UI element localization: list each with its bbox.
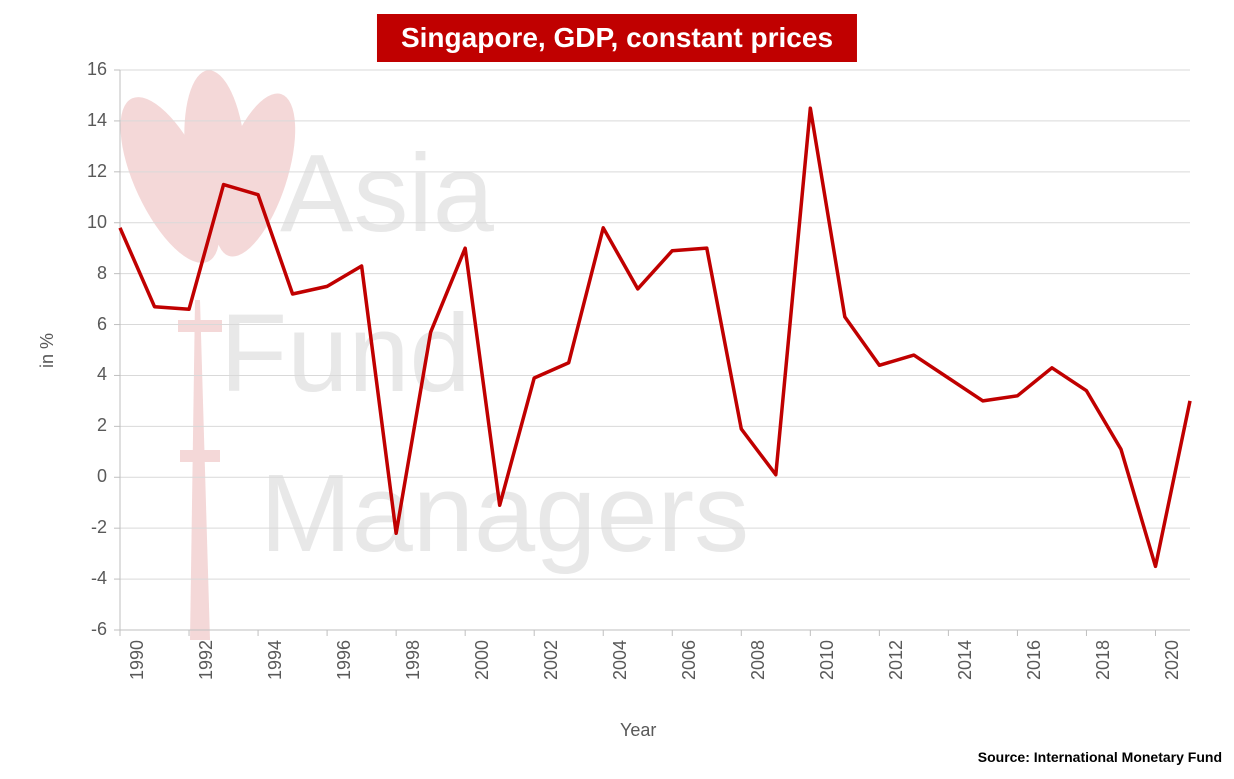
- x-tick-label: 1990: [127, 640, 148, 690]
- x-tick-label: 2020: [1162, 640, 1183, 690]
- y-tick-label: 2: [65, 415, 107, 436]
- x-tick-label: 2006: [679, 640, 700, 690]
- y-tick-label: 12: [65, 161, 107, 182]
- x-tick-label: 1996: [334, 640, 355, 690]
- x-tick-label: 2018: [1093, 640, 1114, 690]
- y-tick-label: 16: [65, 59, 107, 80]
- x-tick-label: 1992: [196, 640, 217, 690]
- x-tick-label: 1998: [403, 640, 424, 690]
- y-tick-label: 8: [65, 263, 107, 284]
- x-tick-label: 2010: [817, 640, 838, 690]
- x-tick-label: 2000: [472, 640, 493, 690]
- y-tick-label: 6: [65, 314, 107, 335]
- y-tick-label: 4: [65, 364, 107, 385]
- x-axis-label: Year: [620, 720, 656, 741]
- x-tick-label: 2014: [955, 640, 976, 690]
- y-axis-label: in %: [37, 333, 58, 368]
- y-tick-label: 10: [65, 212, 107, 233]
- y-tick-label: 14: [65, 110, 107, 131]
- x-tick-label: 2008: [748, 640, 769, 690]
- chart-title: Singapore, GDP, constant prices: [377, 14, 857, 62]
- y-tick-label: 0: [65, 466, 107, 487]
- y-tick-label: -4: [65, 568, 107, 589]
- y-tick-label: -2: [65, 517, 107, 538]
- source-text: Source: International Monetary Fund: [978, 749, 1222, 765]
- x-tick-label: 2002: [541, 640, 562, 690]
- y-tick-label: -6: [65, 619, 107, 640]
- x-tick-label: 2004: [610, 640, 631, 690]
- chart-container: Asia Fund Managers Singapore, GDP, const…: [0, 0, 1234, 779]
- x-tick-label: 1994: [265, 640, 286, 690]
- x-tick-label: 2012: [886, 640, 907, 690]
- x-tick-label: 2016: [1024, 640, 1045, 690]
